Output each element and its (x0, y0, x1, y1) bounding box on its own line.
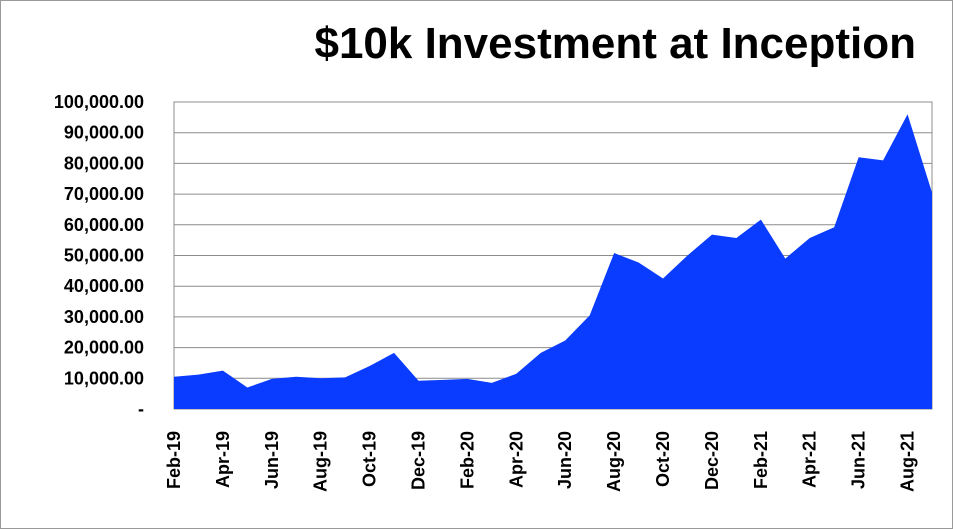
x-tick-label: Apr-21 (800, 431, 820, 488)
y-tick-label: 40,000.00 (64, 276, 144, 296)
area-series (174, 114, 932, 409)
x-tick-label: Dec-19 (409, 431, 429, 490)
x-tick-label: Dec-20 (702, 431, 722, 490)
y-tick-label: - (138, 399, 144, 419)
y-tick-label: 50,000.00 (64, 246, 144, 266)
x-tick-label: Feb-20 (457, 431, 477, 489)
x-tick-label: Feb-19 (164, 431, 184, 489)
x-tick-label: Feb-21 (751, 431, 771, 489)
y-tick-label: 90,000.00 (64, 123, 144, 143)
y-tick-label: 30,000.00 (64, 307, 144, 327)
y-tick-label: 10,000.00 (64, 368, 144, 388)
y-tick-label: 20,000.00 (64, 338, 144, 358)
y-tick-label: 80,000.00 (64, 153, 144, 173)
x-tick-label: Apr-20 (506, 431, 526, 488)
chart-title: $10k Investment at Inception (314, 19, 916, 68)
y-tick-label: 70,000.00 (64, 184, 144, 204)
x-tick-label: Aug-21 (898, 431, 918, 492)
x-tick-label: Oct-20 (653, 431, 673, 487)
x-tick-label: Jun-21 (849, 431, 869, 489)
x-tick-label: Jun-20 (555, 431, 575, 489)
x-tick-label: Apr-19 (213, 431, 233, 488)
x-tick-label: Jun-19 (262, 431, 282, 489)
x-tick-label: Aug-20 (604, 431, 624, 492)
y-tick-label: 100,000.00 (54, 92, 144, 112)
x-tick-label: Oct-19 (360, 431, 380, 487)
y-tick-label: 60,000.00 (64, 215, 144, 235)
x-tick-label: Aug-19 (311, 431, 331, 492)
